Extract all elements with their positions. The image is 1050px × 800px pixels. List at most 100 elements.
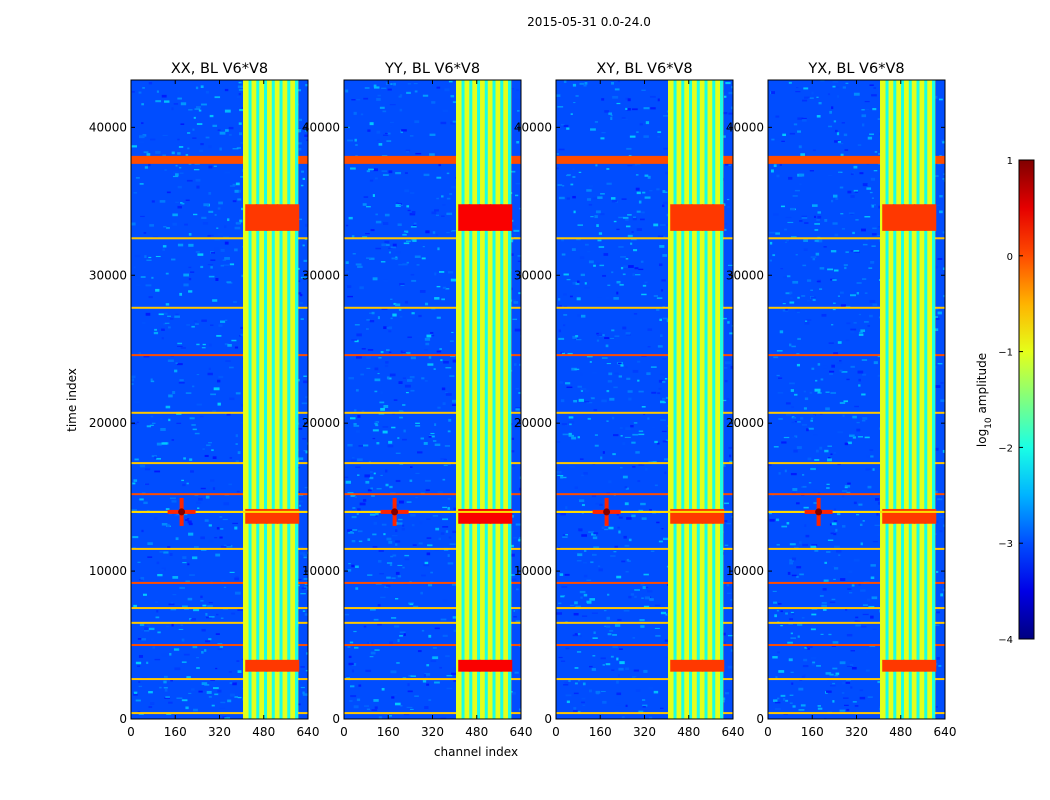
- noise-cell: [846, 633, 853, 637]
- noise-cell: [168, 603, 175, 606]
- noise-cell: [558, 305, 562, 308]
- noise-cell: [188, 277, 192, 281]
- noise-cell: [866, 455, 871, 458]
- y-tick-label: 0: [756, 712, 764, 726]
- noise-cell: [509, 88, 515, 90]
- noise-cell: [514, 610, 519, 613]
- noise-cell: [515, 523, 521, 526]
- noise-cell: [584, 389, 590, 393]
- noise-cell: [422, 680, 427, 683]
- noise-cell: [206, 690, 212, 694]
- noise-cell: [581, 388, 587, 391]
- noise-cell: [723, 135, 726, 138]
- noise-cell: [208, 234, 214, 237]
- noise-cell: [162, 134, 168, 136]
- noise-cell: [206, 616, 212, 619]
- noise-cell: [834, 233, 839, 237]
- noise-cell: [414, 120, 420, 124]
- noise-cell: [185, 519, 189, 522]
- noise-cell: [838, 142, 844, 145]
- noise-cell: [798, 709, 805, 711]
- noise-cell: [301, 587, 307, 590]
- noise-cell: [137, 665, 141, 667]
- noise-cell: [381, 523, 387, 526]
- noise-cell: [565, 694, 572, 697]
- noise-cell: [217, 233, 223, 236]
- noise-cell: [640, 625, 645, 628]
- noise-cell: [842, 681, 846, 685]
- noise-cell: [609, 397, 615, 401]
- noise-cell: [149, 224, 154, 227]
- noise-cell: [934, 624, 940, 626]
- noise-cell: [364, 87, 370, 89]
- noise-cell: [352, 253, 356, 255]
- noise-cell: [831, 645, 837, 647]
- noise-cell: [410, 389, 415, 392]
- noise-cell: [798, 173, 805, 177]
- noise-cell: [556, 513, 561, 515]
- noise-cell: [447, 562, 454, 565]
- noise-cell: [148, 256, 152, 259]
- noise-cell: [635, 187, 640, 191]
- noise-cell: [632, 637, 636, 639]
- noise-cell: [829, 373, 834, 375]
- noise-cell: [196, 657, 199, 659]
- noise-cell: [832, 682, 836, 685]
- noise-cell: [188, 266, 192, 269]
- noise-cell: [384, 213, 390, 217]
- noise-cell: [441, 298, 445, 301]
- noise-cell: [592, 371, 597, 374]
- noise-cell: [382, 134, 389, 136]
- noise-cell: [876, 512, 879, 516]
- noise-cell: [627, 165, 633, 167]
- noise-cell: [298, 147, 302, 151]
- noise-cell: [389, 563, 393, 566]
- noise-cell: [173, 648, 180, 651]
- colorbar-tick-label: −3: [998, 539, 1013, 550]
- noise-cell: [395, 204, 401, 208]
- noise-cell: [769, 518, 775, 522]
- noise-cell: [146, 259, 152, 261]
- noise-cell: [637, 480, 641, 483]
- noise-cell: [209, 114, 214, 118]
- noise-cell: [154, 328, 157, 331]
- noise-cell: [646, 372, 651, 375]
- noise-cell: [374, 86, 380, 89]
- noise-cell: [208, 695, 212, 698]
- noise-cell: [850, 365, 855, 368]
- noise-cell: [727, 634, 733, 637]
- noise-cell: [140, 576, 145, 580]
- noise-cell: [196, 403, 202, 406]
- noise-cell: [612, 634, 617, 636]
- noise-cell: [191, 325, 195, 328]
- noise-cell: [164, 322, 170, 324]
- noise-cell: [181, 202, 185, 205]
- noise-cell: [592, 197, 599, 200]
- noise-cell: [792, 487, 798, 491]
- noise-cell: [936, 204, 941, 207]
- noise-cell: [586, 579, 592, 581]
- noise-cell: [347, 569, 352, 572]
- noise-cell: [224, 225, 227, 229]
- noise-cell: [192, 556, 198, 560]
- noise-cell: [510, 421, 517, 423]
- noise-cell: [366, 708, 371, 710]
- band-stripe: [508, 80, 512, 719]
- noise-cell: [796, 502, 800, 505]
- noise-cell: [618, 216, 624, 219]
- noise-cell: [621, 560, 626, 563]
- panel-title: XX, BL V6*V8: [171, 61, 268, 77]
- noise-cell: [216, 527, 220, 530]
- noise-cell: [373, 472, 376, 475]
- noise-cell: [650, 366, 657, 368]
- noise-cell: [780, 625, 783, 627]
- noise-cell: [934, 364, 939, 366]
- band-patch: [913, 204, 926, 231]
- noise-cell: [557, 298, 561, 301]
- noise-cell: [205, 495, 210, 499]
- noise-cell: [785, 402, 791, 405]
- noise-cell: [347, 492, 354, 494]
- y-tick-label: 30000: [514, 268, 552, 282]
- noise-cell: [833, 352, 839, 355]
- noise-cell: [379, 106, 385, 109]
